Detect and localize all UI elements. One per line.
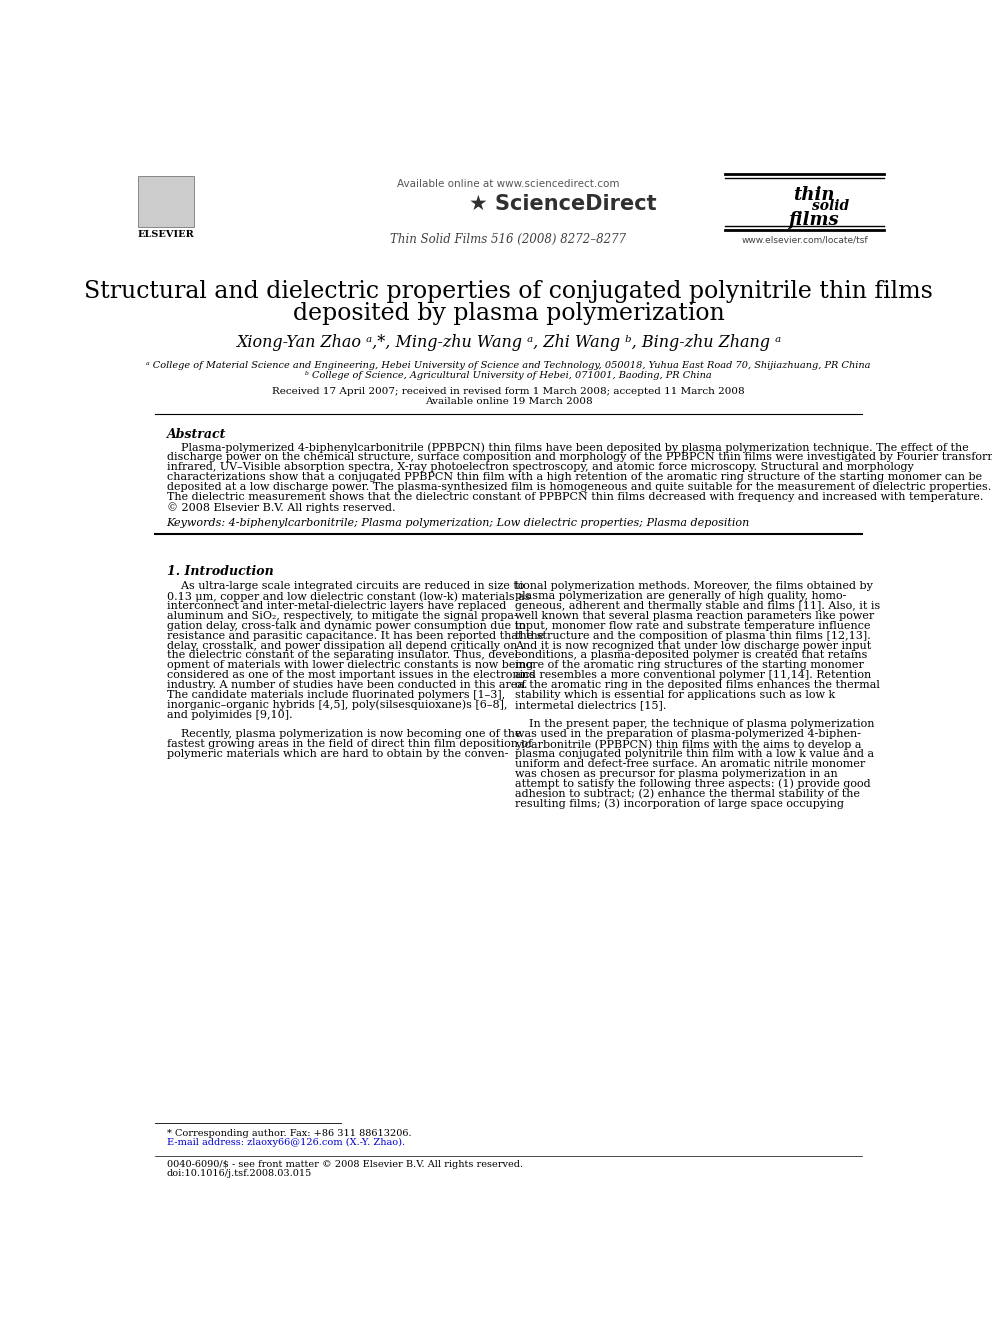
Text: infrared, UV–Visible absorption spectra, X-ray photoelectron spectroscopy, and a: infrared, UV–Visible absorption spectra,… [167, 462, 914, 472]
Text: interconnect and inter-metal-dielectric layers have replaced: interconnect and inter-metal-dielectric … [167, 601, 506, 611]
Text: geneous, adherent and thermally stable and films [11]. Also, it is: geneous, adherent and thermally stable a… [516, 601, 881, 611]
Text: As ultra-large scale integrated circuits are reduced in size to: As ultra-large scale integrated circuits… [167, 582, 524, 591]
Text: resistance and parasitic capacitance. It has been reported that the: resistance and parasitic capacitance. It… [167, 631, 544, 640]
Text: Plasma-polymerized 4-biphenylcarbonitrile (PPBPCN) thin films have been deposite: Plasma-polymerized 4-biphenylcarbonitril… [167, 442, 968, 452]
Text: ᵇ College of Science, Agricultural University of Hebei, 071001, Baoding, PR Chin: ᵇ College of Science, Agricultural Unive… [305, 372, 712, 380]
Text: The dielectric measurement shows that the dielectric constant of PPBPCN thin fil: The dielectric measurement shows that th… [167, 492, 983, 503]
Text: * Corresponding author. Fax: +86 311 88613206.: * Corresponding author. Fax: +86 311 886… [167, 1129, 412, 1138]
FancyBboxPatch shape [138, 176, 193, 226]
Text: was used in the preparation of plasma-polymerized 4-biphen-: was used in the preparation of plasma-po… [516, 729, 861, 740]
Text: E-mail address: zlaoxy66@126.com (X.-Y. Zhao).: E-mail address: zlaoxy66@126.com (X.-Y. … [167, 1138, 405, 1147]
Text: Available online at www.sciencedirect.com: Available online at www.sciencedirect.co… [397, 179, 620, 189]
Text: delay, crosstalk, and power dissipation all depend critically on: delay, crosstalk, and power dissipation … [167, 640, 517, 651]
Text: Thin Solid Films 516 (2008) 8272–8277: Thin Solid Films 516 (2008) 8272–8277 [390, 233, 627, 246]
Text: 0040-6090/$ - see front matter © 2008 Elsevier B.V. All rights reserved.: 0040-6090/$ - see front matter © 2008 El… [167, 1160, 523, 1168]
Text: films: films [789, 212, 839, 229]
Text: Available online 19 March 2008: Available online 19 March 2008 [425, 397, 592, 406]
Text: was chosen as precursor for plasma polymerization in an: was chosen as precursor for plasma polym… [516, 769, 838, 779]
Text: uniform and defect-free surface. An aromatic nitrile monomer: uniform and defect-free surface. An arom… [516, 759, 866, 769]
Text: tional polymerization methods. Moreover, the films obtained by: tional polymerization methods. Moreover,… [516, 582, 873, 591]
Text: gation delay, cross-talk and dynamic power consumption due to: gation delay, cross-talk and dynamic pow… [167, 620, 526, 631]
Text: resulting films; (3) incorporation of large space occupying: resulting films; (3) incorporation of la… [516, 798, 844, 808]
Text: fastest growing areas in the field of direct thin film deposition of: fastest growing areas in the field of di… [167, 740, 532, 749]
Text: Keywords: 4-biphenylcarbonitrile; Plasma polymerization; Low dielectric properti: Keywords: 4-biphenylcarbonitrile; Plasma… [167, 519, 750, 528]
Text: deposited at a low discharge power. The plasma-synthesized film is homogeneous a: deposited at a low discharge power. The … [167, 482, 991, 492]
Text: The candidate materials include fluorinated polymers [1–3],: The candidate materials include fluorina… [167, 689, 505, 700]
Text: more of the aromatic ring structures of the starting monomer: more of the aromatic ring structures of … [516, 660, 864, 671]
Text: adhesion to subtract; (2) enhance the thermal stability of the: adhesion to subtract; (2) enhance the th… [516, 789, 860, 799]
Text: 1. Introduction: 1. Introduction [167, 565, 274, 578]
Text: and resembles a more conventional polymer [11,14]. Retention: and resembles a more conventional polyme… [516, 671, 872, 680]
Text: stability which is essential for applications such as low k: stability which is essential for applica… [516, 689, 835, 700]
Text: ylcarbonitrile (PPBPCN) thin films with the aims to develop a: ylcarbonitrile (PPBPCN) thin films with … [516, 740, 862, 750]
Text: industry. A number of studies have been conducted in this area.: industry. A number of studies have been … [167, 680, 527, 691]
Text: And it is now recognized that under low discharge power input: And it is now recognized that under low … [516, 640, 872, 651]
Text: opment of materials with lower dielectric constants is now being: opment of materials with lower dielectri… [167, 660, 533, 671]
Text: deposited by plasma polymerization: deposited by plasma polymerization [293, 302, 724, 325]
Text: and polyimides [9,10].: and polyimides [9,10]. [167, 709, 293, 720]
Text: © 2008 Elsevier B.V. All rights reserved.: © 2008 Elsevier B.V. All rights reserved… [167, 503, 395, 513]
Text: aluminum and SiO₂, respectively, to mitigate the signal propa-: aluminum and SiO₂, respectively, to miti… [167, 611, 518, 620]
Text: the dielectric constant of the separating insulator. Thus, devel-: the dielectric constant of the separatin… [167, 651, 522, 660]
Text: 0.13 μm, copper and low dielectric constant (low-k) materials as: 0.13 μm, copper and low dielectric const… [167, 591, 530, 602]
Text: solid: solid [812, 198, 849, 213]
Text: input, monomer flow rate and substrate temperature influence: input, monomer flow rate and substrate t… [516, 620, 871, 631]
Text: ᵃ College of Material Science and Engineering, Hebei University of Science and T: ᵃ College of Material Science and Engine… [146, 360, 871, 369]
Text: Abstract: Abstract [167, 429, 226, 442]
Text: polymeric materials which are hard to obtain by the conven-: polymeric materials which are hard to ob… [167, 749, 508, 759]
Text: doi:10.1016/j.tsf.2008.03.015: doi:10.1016/j.tsf.2008.03.015 [167, 1170, 311, 1177]
Text: Recently, plasma polymerization is now becoming one of the: Recently, plasma polymerization is now b… [167, 729, 521, 740]
Text: Received 17 April 2007; received in revised form 1 March 2008; accepted 11 March: Received 17 April 2007; received in revi… [272, 386, 745, 396]
Text: characterizations show that a conjugated PPBPCN thin film with a high retention : characterizations show that a conjugated… [167, 472, 982, 482]
Text: Structural and dielectric properties of conjugated polynitrile thin films: Structural and dielectric properties of … [84, 280, 932, 303]
Text: conditions, a plasma-deposited polymer is created that retains: conditions, a plasma-deposited polymer i… [516, 651, 868, 660]
Text: considered as one of the most important issues in the electronics: considered as one of the most important … [167, 671, 535, 680]
Text: thin: thin [793, 185, 834, 204]
Text: inorganic–organic hybrids [4,5], poly(silsesquioxane)s [6–8],: inorganic–organic hybrids [4,5], poly(si… [167, 700, 507, 710]
Text: of the aromatic ring in the deposited films enhances the thermal: of the aromatic ring in the deposited fi… [516, 680, 880, 691]
Text: the structure and the composition of plasma thin films [12,13].: the structure and the composition of pla… [516, 631, 871, 640]
Text: plasma conjugated polynitrile thin film with a low k value and a: plasma conjugated polynitrile thin film … [516, 749, 875, 759]
Text: In the present paper, the technique of plasma polymerization: In the present paper, the technique of p… [516, 720, 875, 729]
Text: ★ ScienceDirect: ★ ScienceDirect [469, 194, 657, 214]
Text: discharge power on the chemical structure, surface composition and morphology of: discharge power on the chemical structur… [167, 452, 992, 462]
Text: plasma polymerization are generally of high quality, homo-: plasma polymerization are generally of h… [516, 591, 847, 602]
Text: Xiong-Yan Zhao ᵃ,*, Ming-zhu Wang ᵃ, Zhi Wang ᵇ, Bing-zhu Zhang ᵃ: Xiong-Yan Zhao ᵃ,*, Ming-zhu Wang ᵃ, Zhi… [236, 335, 781, 352]
Text: www.elsevier.com/locate/tsf: www.elsevier.com/locate/tsf [741, 235, 868, 245]
Text: ELSEVIER: ELSEVIER [138, 230, 194, 238]
Text: attempt to satisfy the following three aspects: (1) provide good: attempt to satisfy the following three a… [516, 779, 871, 790]
Text: well known that several plasma reaction parameters like power: well known that several plasma reaction … [516, 611, 875, 620]
Text: intermetal dielectrics [15].: intermetal dielectrics [15]. [516, 700, 667, 709]
